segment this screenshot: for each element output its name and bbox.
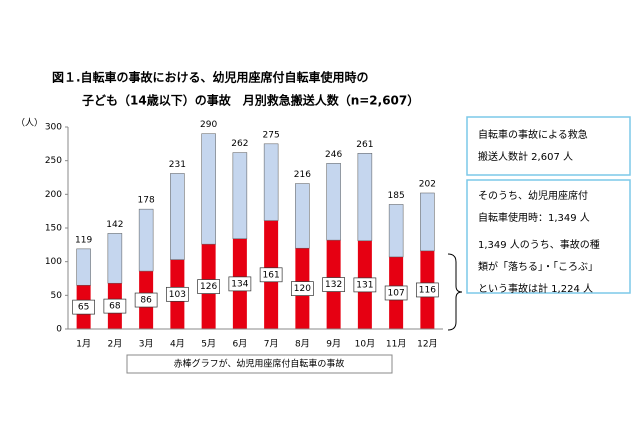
value-label: 134 <box>231 279 248 289</box>
value-label-box <box>72 299 95 315</box>
total-label: 178 <box>138 196 155 206</box>
x-tick-label: 10月 <box>355 339 375 350</box>
value-label: 126 <box>200 282 217 292</box>
annotation: そのうち、幼児用座席付 <box>478 189 588 202</box>
bar-segment <box>357 153 373 242</box>
annotation: という事故は計 1,224 人 <box>478 282 593 295</box>
value-label-box <box>103 298 127 314</box>
value-label-box <box>134 292 158 308</box>
value-label-box <box>166 286 189 302</box>
y-tick-label: 150 <box>45 224 62 234</box>
value-label-box <box>197 279 220 294</box>
brace <box>447 253 463 331</box>
value-label: 120 <box>294 284 311 294</box>
value-label: 103 <box>169 290 186 300</box>
value-label: 107 <box>388 288 405 298</box>
total-label: 275 <box>263 130 280 140</box>
x-tick-label: 1月 <box>76 339 91 350</box>
y-tick-label: 250 <box>45 156 62 166</box>
total-label: 119 <box>75 235 92 245</box>
x-tick-label: 6月 <box>233 339 248 350</box>
x-tick-label: 11月 <box>386 339 406 350</box>
annotation-box <box>466 179 631 294</box>
total-label: 261 <box>356 140 373 150</box>
value-label-box <box>291 281 314 296</box>
annotation: 1,349 人のうち、事故の種 <box>478 238 600 251</box>
annotation: 搬送人数計 2,607 人 <box>478 150 573 163</box>
value-label: 116 <box>419 285 436 295</box>
bar-segment <box>420 192 435 252</box>
value-label: 132 <box>325 280 342 290</box>
total-label: 262 <box>231 139 248 149</box>
value-label-box <box>228 276 252 292</box>
chart-title: 子ども（14歳以下）の事故 月別救急搬送人数（n=2,607） <box>82 93 419 108</box>
total-label: 246 <box>325 150 342 160</box>
value-label: 161 <box>263 270 280 280</box>
value-label: 65 <box>78 303 89 313</box>
value-label: 131 <box>356 280 373 290</box>
bar-segment <box>388 204 404 258</box>
x-tick-label: 2月 <box>108 339 123 350</box>
bar-segment <box>326 163 341 241</box>
x-tick-label: 9月 <box>326 339 341 350</box>
note-box <box>126 354 393 374</box>
y-tick-label: 200 <box>45 190 62 200</box>
value-label-box <box>259 267 283 283</box>
total-label: 202 <box>419 179 436 189</box>
annotation: 自転車の事故による救急 <box>478 128 588 141</box>
bar-segment <box>295 183 310 249</box>
y-tick-label: 0 <box>56 325 62 335</box>
total-label: 231 <box>169 160 186 170</box>
x-tick-label: 8月 <box>295 339 310 350</box>
y-axis-label: （人） <box>16 118 43 129</box>
chart-title: 図１.自転車の事故における、幼児用座席付自転車使用時の <box>52 70 369 85</box>
bar-segment <box>76 248 91 286</box>
bar-segment <box>170 173 185 260</box>
bar-segment <box>107 233 123 284</box>
value-label-box <box>416 282 439 298</box>
value-label: 68 <box>109 302 121 312</box>
total-label: 216 <box>294 170 311 180</box>
y-tick-label: 100 <box>45 257 62 267</box>
y-tick-label: 300 <box>45 123 62 133</box>
y-tick-label: 50 <box>51 291 63 301</box>
value-label-box <box>322 277 345 292</box>
x-tick-label: 7月 <box>264 339 279 350</box>
bar-segment <box>232 152 248 240</box>
x-tick-label: 5月 <box>201 339 216 350</box>
x-tick-label: 4月 <box>170 339 185 350</box>
bar-segment <box>263 143 279 221</box>
total-label: 185 <box>388 191 405 201</box>
value-label-box <box>384 285 408 301</box>
total-label: 290 <box>200 120 217 130</box>
total-label: 142 <box>106 220 123 230</box>
bar-segment <box>138 208 154 272</box>
x-tick-label: 12月 <box>417 339 437 350</box>
value-label: 86 <box>140 296 152 306</box>
annotation: 類が「落ちる」・「ころぶ」 <box>478 260 598 273</box>
annotation: 自転車使用時：1,349 人 <box>478 211 590 224</box>
value-label-box <box>353 277 377 293</box>
bar-segment <box>201 133 216 245</box>
x-tick-label: 3月 <box>139 339 154 350</box>
note: 赤棒グラフが、幼児用座席付自転車の事故 <box>174 358 345 370</box>
annotation-box <box>466 116 631 176</box>
